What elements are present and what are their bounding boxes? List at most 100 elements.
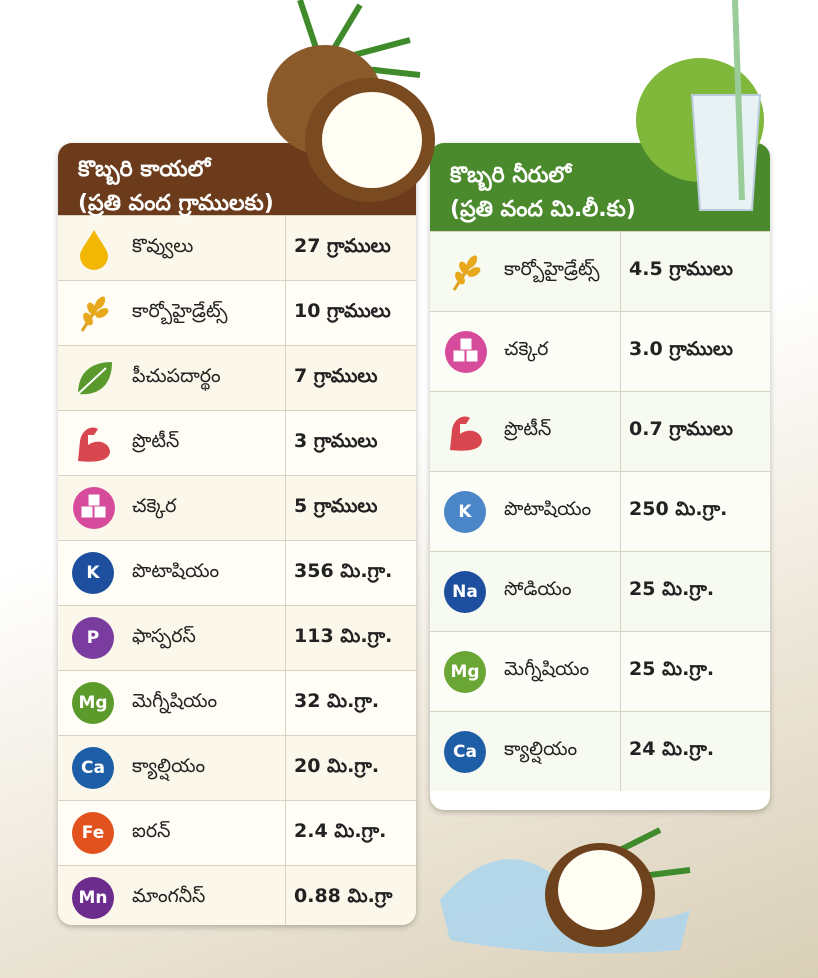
nutrient-row: K పొటాషియం 356 మి.గ్రా. (58, 540, 416, 605)
nutrient-badge: Ca (72, 747, 114, 789)
nutrient-name: పొటాషియం (132, 559, 220, 582)
nutrient-amount: 0.88 మి.గ్రా (294, 884, 393, 907)
panel-header: కొబ్బరి కాయలో (ప్రతి వంద గ్రాములకు) (58, 143, 416, 216)
nutrient-amount: 0.7 గ్రాములు (629, 418, 733, 440)
nutrient-icon (78, 427, 110, 462)
nutrient-icon (80, 296, 109, 332)
nutrient-name: ప్రొటీన్ (504, 418, 552, 440)
nutrient-icon (452, 254, 481, 291)
nutrient-cell: K పొటాషియం (430, 472, 621, 551)
nutrient-name: సోడియం (504, 578, 572, 600)
nutrient-cell: చక్కెర (430, 312, 621, 391)
nutrient-amount: 3 గ్రాములు (294, 429, 378, 452)
nutrient-cell: ప్రొటీన్ (430, 392, 621, 471)
nutrient-row: Mg మెగ్నీషియం 32 మి.గ్రా. (58, 670, 416, 735)
nutrient-row: ప్రొటీన్ 0.7 గ్రాములు (430, 391, 770, 471)
nutrient-cell: ప్రొటీన్ (58, 411, 286, 475)
nutrient-name: కొవ్వులు (132, 234, 194, 257)
nutrient-amount: 3.0 గ్రాములు (629, 338, 733, 360)
nutrient-amount: 4.5 గ్రాములు (629, 258, 733, 280)
nutrient-badge: P (72, 617, 114, 659)
nutrient-icon (80, 230, 108, 270)
nutrient-badge: Fe (72, 812, 114, 854)
nutrient-icon (73, 487, 115, 529)
nutrient-name: చక్కెర (504, 338, 549, 360)
nutrient-amount: 113 మి.గ్రా. (294, 624, 393, 647)
nutrient-amount: 2.4 మి.గ్రా. (294, 819, 387, 842)
nutrient-row: Fe ఐరన్ 2.4 మి.గ్రా. (58, 800, 416, 865)
nutrient-cell: కార్బోహైడ్రేట్స్ (58, 281, 286, 345)
nutrient-row: Na సోడియం 25 మి.గ్రా. (430, 551, 770, 631)
nutrient-badge: Ca (444, 730, 486, 773)
nutrient-row: K పొటాషియం 250 మి.గ్రా. (430, 471, 770, 551)
nutrient-icon (445, 330, 487, 373)
nutrient-badge: Na (444, 570, 486, 613)
panel-rows: కొవ్వులు 27 గ్రాములు కార్బోహైడ్రేట్స్ 10 గ్… (58, 215, 416, 925)
nutrient-amount: 24 మి.గ్రా. (629, 738, 715, 760)
nutrient-cell: Ca క్యాల్షియం (430, 712, 621, 791)
panel-title: కొబ్బరి కాయలో (78, 157, 211, 182)
panel-header: కొబ్బరి నీరులో (ప్రతి వంద మి.లీ.కు) (430, 143, 770, 231)
nutrient-icon (77, 362, 112, 395)
coconut-splash (440, 827, 691, 954)
nutrient-name: పీచుపదార్థం (132, 364, 221, 387)
nutrient-name: ప్రొటీన్ (132, 429, 180, 452)
nutrient-amount: 250 మి.గ్రా. (629, 498, 728, 520)
panel-rows: కార్బోహైడ్రేట్స్ 4.5 గ్రాములు చక్కెర 3.0 గ్… (430, 231, 770, 791)
nutrient-name: క్యాల్షియం (504, 738, 578, 760)
nutrient-row: చక్కెర 5 గ్రాములు (58, 475, 416, 540)
nutrient-cell: Ca క్యాల్షియం (58, 736, 286, 800)
panel-title: కొబ్బరి నీరులో (450, 163, 572, 188)
nutrient-name: పొటాషియం (504, 498, 592, 520)
nutrient-badge: Mg (72, 682, 114, 724)
nutrient-cell: కార్బోహైడ్రేట్స్ (430, 232, 621, 311)
nutrient-badge: Mg (444, 650, 486, 693)
nutrient-amount: 356 మి.గ్రా. (294, 559, 393, 582)
nutrient-name: కార్బోహైడ్రేట్స్ (132, 299, 228, 322)
nutrient-amount: 10 గ్రాములు (294, 299, 391, 322)
nutrient-cell: Na సోడియం (430, 552, 621, 631)
nutrient-row: P ఫాస్పరస్ 113 మి.గ్రా. (58, 605, 416, 670)
nutrient-row: చక్కెర 3.0 గ్రాములు (430, 311, 770, 391)
nutrient-cell: Mn మాంగనీస్ (58, 866, 286, 925)
nutrient-amount: 32 మి.గ్రా. (294, 689, 380, 712)
nutrient-row: కార్బోహైడ్రేట్స్ 4.5 గ్రాములు (430, 231, 770, 311)
nutrient-cell: K పొటాషియం (58, 541, 286, 605)
nutrient-row: కొవ్వులు 27 గ్రాములు (58, 215, 416, 280)
panel-subtitle: (ప్రతి వంద గ్రాములకు) (78, 191, 274, 216)
nutrient-name: మాంగనీస్ (132, 884, 206, 907)
nutrient-name: ఐరన్ (132, 819, 171, 842)
nutrient-cell: చక్కెర (58, 476, 286, 540)
nutrient-row: పీచుపదార్థం 7 గ్రాములు (58, 345, 416, 410)
nutrient-amount: 25 మి.గ్రా. (629, 578, 715, 600)
nutrient-cell: కొవ్వులు (58, 216, 286, 280)
nutrient-row: Ca క్యాల్షియం 24 మి.గ్రా. (430, 711, 770, 791)
nutrient-cell: P ఫాస్పరస్ (58, 606, 286, 670)
nutrient-amount: 20 మి.గ్రా. (294, 754, 380, 777)
nutrient-badge: K (72, 552, 114, 594)
nutrient-amount: 5 గ్రాములు (294, 494, 378, 517)
nutrient-row: కార్బోహైడ్రేట్స్ 10 గ్రాములు (58, 280, 416, 345)
coconut-panel: కొబ్బరి కాయలో (ప్రతి వంద గ్రాములకు) కొవ్… (58, 143, 416, 925)
nutrient-name: మెగ్నీషియం (504, 658, 590, 680)
nutrient-name: క్యాల్షియం (132, 754, 206, 777)
nutrient-row: ప్రొటీన్ 3 గ్రాములు (58, 410, 416, 475)
nutrient-amount: 25 మి.గ్రా. (629, 658, 715, 680)
nutrient-badge: Mn (72, 877, 114, 919)
nutrient-cell: పీచుపదార్థం (58, 346, 286, 410)
nutrient-name: కార్బోహైడ్రేట్స్ (504, 258, 600, 280)
nutrient-amount: 27 గ్రాములు (294, 234, 391, 257)
nutrient-name: మెగ్నీషియం (132, 689, 218, 712)
nutrient-name: ఫాస్పరస్ (132, 624, 196, 647)
nutrient-cell: Mg మెగ్నీషియం (58, 671, 286, 735)
nutrient-cell: Mg మెగ్నీషియం (430, 632, 621, 711)
nutrient-name: చక్కెర (132, 494, 177, 517)
nutrient-row: Ca క్యాల్షియం 20 మి.గ్రా. (58, 735, 416, 800)
nutrient-amount: 7 గ్రాములు (294, 364, 378, 387)
nutrient-row: Mn మాంగనీస్ 0.88 మి.గ్రా (58, 865, 416, 925)
panel-subtitle: (ప్రతి వంద మి.లీ.కు) (450, 197, 636, 222)
nutrient-row: Mg మెగ్నీషియం 25 మి.గ్రా. (430, 631, 770, 711)
nutrient-cell: Fe ఐరన్ (58, 801, 286, 865)
nutrient-badge: K (444, 490, 486, 533)
